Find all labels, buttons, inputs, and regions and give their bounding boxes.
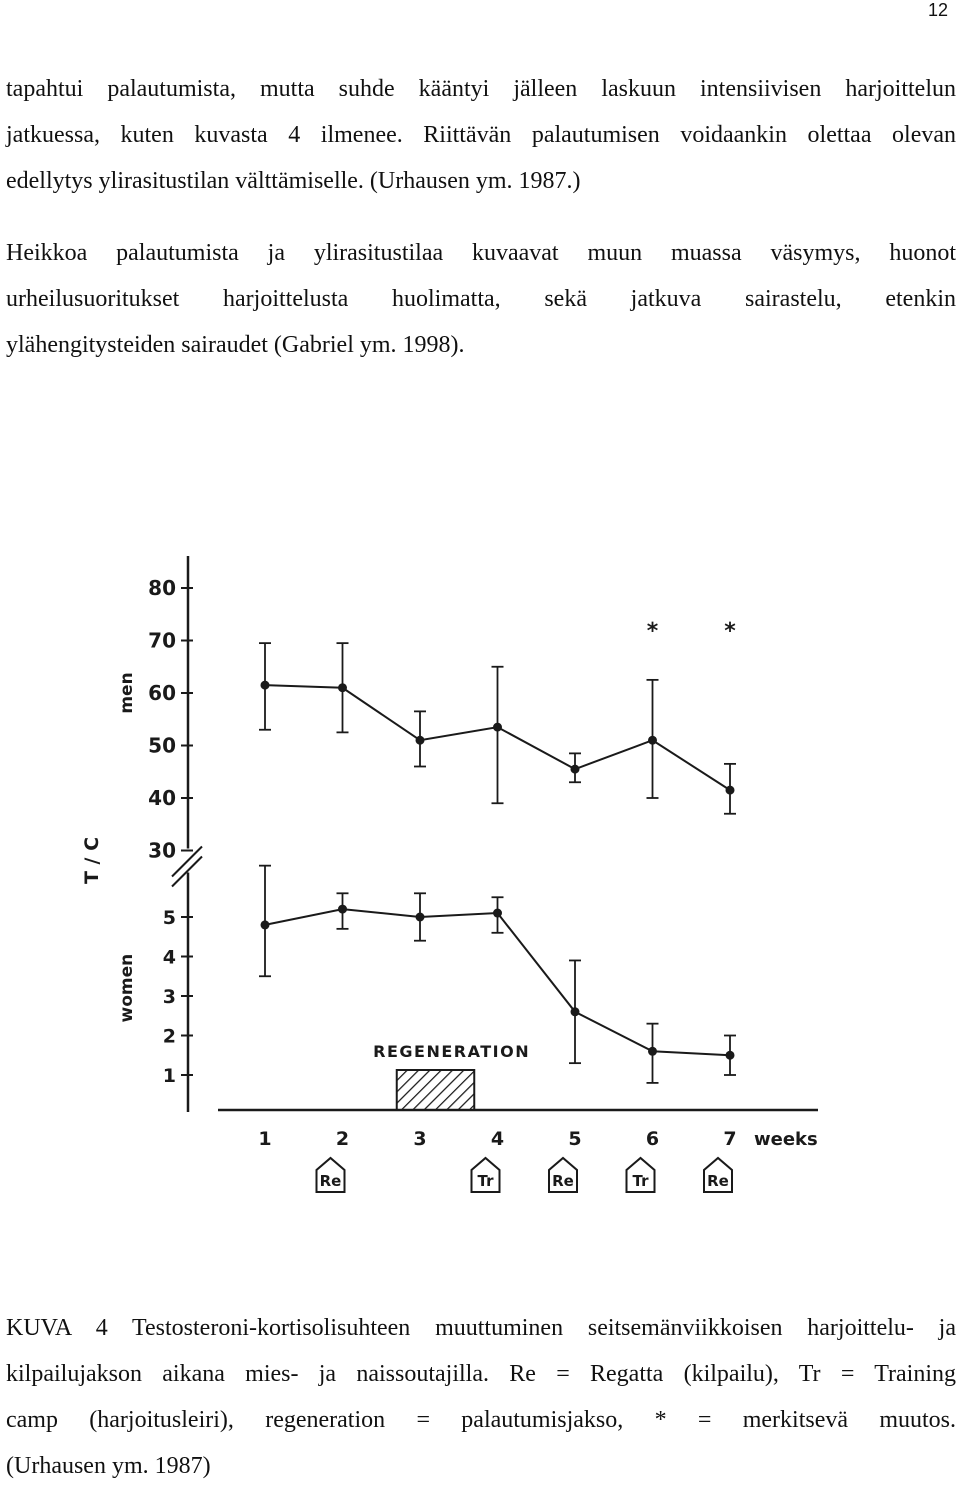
data-point-men	[570, 764, 580, 774]
x-tick-label: 2	[336, 1128, 349, 1150]
axis-break-mark	[171, 845, 203, 878]
data-point-men	[415, 735, 425, 745]
week-marker-label: Re	[707, 1172, 729, 1190]
text-line: jatkuessa, kuten kuvasta 4 ilmenee. Riit…	[6, 122, 956, 148]
data-point-women	[338, 904, 347, 914]
x-tick-label: 4	[491, 1128, 504, 1150]
caption-line: kilpailujakson aikana mies- ja naissouta…	[6, 1361, 956, 1387]
caption-line: (Urhausen ym. 1987)	[6, 1453, 211, 1479]
x-tick-label: 3	[413, 1128, 426, 1150]
data-point-men	[493, 722, 502, 732]
series-label-men: men	[117, 672, 137, 713]
text-line: urheilusuoritukset harjoittelusta huolim…	[6, 286, 956, 312]
data-point-women	[415, 912, 425, 922]
y-tick-label-women: 5	[163, 907, 176, 929]
tc-ratio-chart: 30 40 50 60 70 80 1 2 3 4 5 men T / C women 1 2 3 4 5 6 7 wee…	[81, 556, 818, 1193]
text-line: ylähengitysteiden sairaudet (Gabriel ym.…	[6, 332, 465, 358]
figure-tc-ratio: 30 40 50 60 70 80 1 2 3 4 5 men T / C women 1 2 3 4 5 6 7 wee…	[80, 548, 840, 1273]
week-marker-re	[315, 1156, 346, 1193]
data-point-women	[260, 920, 270, 930]
y-tick-label-men: 60	[148, 681, 176, 705]
y-axis-title: T / C	[81, 837, 103, 884]
series-label-women: women	[117, 954, 137, 1023]
y-tick-label-women: 1	[163, 1065, 176, 1087]
week-marker-tr	[625, 1156, 656, 1193]
y-tick-label-men: 70	[148, 629, 176, 653]
data-point-men	[338, 683, 347, 693]
axis-break-mark	[171, 855, 203, 888]
y-tick-label-women: 2	[163, 1026, 176, 1048]
x-axis-title: weeks	[754, 1129, 818, 1150]
week-marker-label: Re	[320, 1172, 342, 1190]
data-point-men	[648, 735, 657, 745]
week-marker-re	[703, 1156, 733, 1193]
week-marker-tr	[470, 1156, 501, 1193]
y-tick-label-women: 3	[163, 986, 176, 1008]
data-point-women	[725, 1050, 735, 1060]
text-line: Heikkoa palautumista ja ylirasitustilaa …	[6, 240, 956, 266]
y-tick-label-men: 50	[148, 734, 176, 758]
data-point-women	[493, 908, 502, 918]
text-line: edellytys ylirasitustilan välttämiselle.…	[6, 168, 581, 194]
figure-caption: KUVA 4 Testosteroni-kortisolisuhteen muu…	[6, 1305, 956, 1489]
data-point-women	[648, 1046, 657, 1056]
week-marker-re	[548, 1156, 578, 1193]
x-tick-label: 6	[646, 1128, 659, 1150]
week-marker-label: Tr	[633, 1172, 650, 1190]
y-tick-label-women: 4	[163, 947, 176, 969]
text-line: tapahtui palautumista, mutta suhde käänt…	[6, 76, 956, 102]
body-paragraph-2: Heikkoa palautumista ja ylirasitustilaa …	[6, 230, 956, 368]
x-tick-label: 7	[723, 1128, 736, 1150]
significance-marker: *	[724, 619, 736, 644]
caption-line: KUVA 4 Testosteroni-kortisolisuhteen muu…	[6, 1315, 956, 1341]
y-tick-label-men: 30	[148, 839, 176, 863]
x-tick-label: 5	[568, 1128, 581, 1150]
data-point-men	[725, 785, 735, 795]
week-marker-label: Tr	[478, 1172, 495, 1190]
regeneration-label: REGENERATION	[373, 1042, 530, 1061]
x-tick-label: 1	[258, 1128, 271, 1150]
y-tick-label-men: 80	[148, 576, 176, 600]
y-tick-label-men: 40	[148, 786, 176, 810]
data-point-men	[260, 680, 270, 690]
regeneration-bar	[395, 1069, 476, 1111]
data-point-women	[570, 1007, 580, 1017]
significance-marker: *	[647, 619, 659, 644]
caption-line: camp (harjoitusleiri), regeneration = pa…	[6, 1407, 956, 1433]
page-number: 12	[927, 0, 948, 20]
body-paragraph-1: tapahtui palautumista, mutta suhde käänt…	[6, 66, 956, 204]
week-marker-label: Re	[552, 1172, 574, 1190]
